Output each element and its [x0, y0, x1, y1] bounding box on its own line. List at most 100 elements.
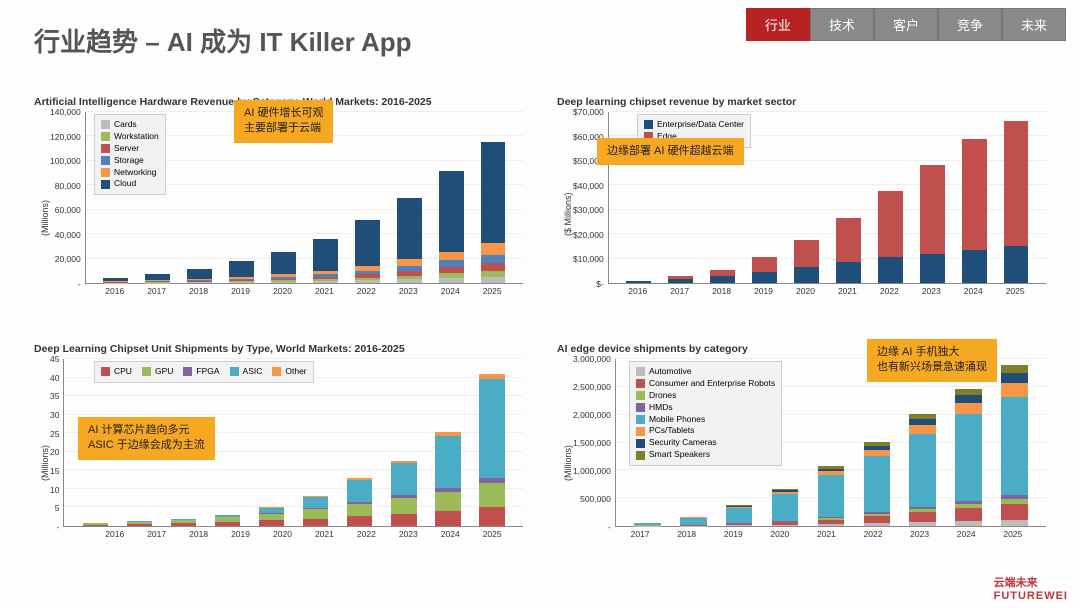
bar-2024	[435, 432, 461, 526]
legend-swatch	[142, 367, 151, 376]
legend-label: Other	[285, 366, 306, 378]
chart-title: Deep learning chipset revenue by market …	[557, 96, 1046, 108]
bar-2023	[920, 165, 944, 283]
x-tick-label: 2020	[770, 529, 789, 539]
bar-2025	[1004, 121, 1028, 283]
x-tick-label: 2021	[838, 286, 857, 296]
nav-tab-技术[interactable]: 技术	[810, 8, 874, 41]
bar-segment	[439, 278, 463, 283]
legend-label: GPU	[155, 366, 173, 378]
bar-segment	[920, 165, 944, 253]
bar-2018	[710, 270, 734, 284]
x-tick-label: 2019	[231, 529, 250, 539]
bar-segment	[668, 279, 692, 283]
x-tick-label: 2020	[796, 286, 815, 296]
bar-segment	[955, 521, 982, 526]
legend-label: Consumer and Enterprise Robots	[649, 378, 775, 390]
bar-2019	[752, 257, 776, 283]
bar-segment	[955, 508, 982, 521]
x-tick-label: 2018	[189, 286, 208, 296]
top-nav: 行业技术客户竞争未来	[746, 8, 1066, 41]
legend-swatch	[101, 367, 110, 376]
y-axis-label: (Millions)	[563, 445, 573, 481]
chart-bottom-right: AI edge device shipments by category(Mil…	[557, 343, 1046, 576]
x-tick-label: 2016	[105, 286, 124, 296]
watermark-logo: FUTUREWEI	[994, 590, 1068, 602]
bar-segment	[794, 240, 818, 267]
legend-label: Networking	[114, 167, 157, 179]
bar-segment	[909, 512, 936, 522]
legend: CardsWorkstationServerStorageNetworkingC…	[94, 114, 166, 195]
legend-swatch	[272, 367, 281, 376]
callout: AI 硬件增长可观 主要部署于云端	[234, 100, 333, 143]
bar-2019	[215, 515, 241, 526]
bar-2017	[145, 274, 169, 283]
legend-label: Security Cameras	[649, 437, 717, 449]
x-ticks: 201720182019202020212022202320242025	[607, 527, 1046, 539]
legend-item: Drones	[636, 390, 775, 402]
bar-2023	[391, 461, 417, 526]
bar-segment	[864, 516, 891, 523]
bar-segment	[909, 434, 936, 507]
legend-label: Cards	[114, 119, 137, 131]
x-tick-label: 2025	[1006, 286, 1025, 296]
bar-segment	[347, 516, 373, 526]
x-tick-label: 2022	[880, 286, 899, 296]
legend-label: CPU	[114, 366, 132, 378]
bar-segment	[481, 263, 505, 271]
bar-2021	[836, 218, 860, 283]
x-tick-label: 2017	[147, 286, 166, 296]
bar-segment	[479, 507, 505, 526]
legend-label: Mobile Phones	[649, 414, 705, 426]
legend-item: Smart Speakers	[636, 449, 775, 461]
bar-segment	[1001, 373, 1028, 383]
bar-segment	[347, 504, 373, 516]
x-tick-label: 2022	[357, 529, 376, 539]
bar-segment	[303, 519, 329, 526]
x-tick-label: 2024	[964, 286, 983, 296]
bar-2022	[355, 220, 379, 283]
bar-segment	[752, 272, 776, 283]
bar-segment	[313, 239, 337, 271]
bar-segment	[878, 191, 902, 257]
bar-2019	[726, 505, 753, 526]
x-tick-label: 2016	[105, 529, 124, 539]
x-tick-label: 2018	[712, 286, 731, 296]
bar-segment	[347, 480, 373, 502]
x-tick-label: 2025	[483, 286, 502, 296]
legend-item: Consumer and Enterprise Robots	[636, 378, 775, 390]
nav-tab-客户[interactable]: 客户	[874, 8, 938, 41]
bar-segment	[481, 255, 505, 264]
x-tick-label: 2019	[231, 286, 250, 296]
bar-segment	[955, 414, 982, 501]
nav-tab-竞争[interactable]: 竞争	[938, 8, 1002, 41]
bar-segment	[83, 525, 109, 526]
legend-swatch	[636, 427, 645, 436]
x-tick-label: 2024	[957, 529, 976, 539]
bar-segment	[229, 282, 253, 283]
legend-item: Cloud	[101, 178, 159, 190]
legend-label: Automotive	[649, 366, 692, 378]
nav-tab-未来[interactable]: 未来	[1002, 8, 1066, 41]
legend-item: PCs/Tablets	[636, 425, 775, 437]
bar-segment	[726, 525, 753, 526]
x-tick-label: 2019	[724, 529, 743, 539]
callout: 边缘 AI 手机独大 也有新兴场景急速涌现	[867, 339, 997, 382]
bar-segment	[818, 524, 845, 526]
x-ticks: 2016201720182019202020212022202320242025	[84, 284, 523, 296]
legend-swatch	[636, 391, 645, 400]
legend-label: Workstation	[114, 131, 159, 143]
legend-item: GPU	[142, 366, 173, 378]
bar-2024	[955, 389, 982, 526]
bar-segment	[836, 218, 860, 262]
x-tick-label: 2016	[628, 286, 647, 296]
bar-segment	[680, 518, 707, 525]
x-tick-label: 2025	[1003, 529, 1022, 539]
bar-segment	[435, 492, 461, 511]
bar-segment	[794, 267, 818, 283]
x-tick-label: 2020	[273, 529, 292, 539]
x-tick-label: 2019	[754, 286, 773, 296]
bar-segment	[1001, 504, 1028, 520]
x-tick-label: 2018	[677, 529, 696, 539]
nav-tab-行业[interactable]: 行业	[746, 8, 810, 41]
